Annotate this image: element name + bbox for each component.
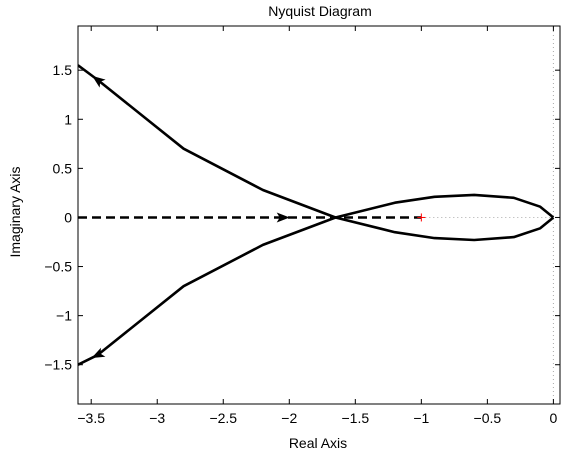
x-tick-label: −2.5 xyxy=(209,410,237,426)
x-tick-label: −1 xyxy=(413,410,429,426)
x-tick-label: −1.5 xyxy=(341,410,369,426)
y-tick-label: 1 xyxy=(64,111,72,127)
series-arrow-2-1 xyxy=(91,347,106,359)
x-tick-label: 0 xyxy=(549,410,557,426)
plot-content xyxy=(78,26,555,404)
x-tick-label: −3.5 xyxy=(77,410,105,426)
y-tick-label: −1 xyxy=(56,308,72,324)
series-arrow-1-1 xyxy=(92,75,106,88)
series-line-2 xyxy=(78,216,555,366)
y-tick-label: 0 xyxy=(64,209,72,225)
x-axis-label: Real Axis xyxy=(289,435,347,451)
y-tick-label: 1.5 xyxy=(53,62,73,78)
x-tick-label: −2 xyxy=(281,410,297,426)
series-arrow-3-1 xyxy=(276,212,290,223)
series-line-1 xyxy=(78,64,555,219)
y-tick-label: 0.5 xyxy=(53,160,73,176)
x-tick-label: −0.5 xyxy=(474,410,502,426)
chart-title: Nyquist Diagram xyxy=(268,3,371,19)
y-tick-label: −1.5 xyxy=(44,357,72,373)
axis-ticks: −3.5 −3 −2.5 −2 −1.5 −1 −0.5 0 −1.5 −1 −0.5 0 0.5 1 1.… xyxy=(44,26,560,426)
plot-area xyxy=(78,26,555,404)
plot-frame xyxy=(77,25,561,405)
y-tick-label: −0.5 xyxy=(44,259,72,275)
y-axis-label: Imaginary Axis xyxy=(7,166,23,257)
x-tick-label: −3 xyxy=(149,410,165,426)
